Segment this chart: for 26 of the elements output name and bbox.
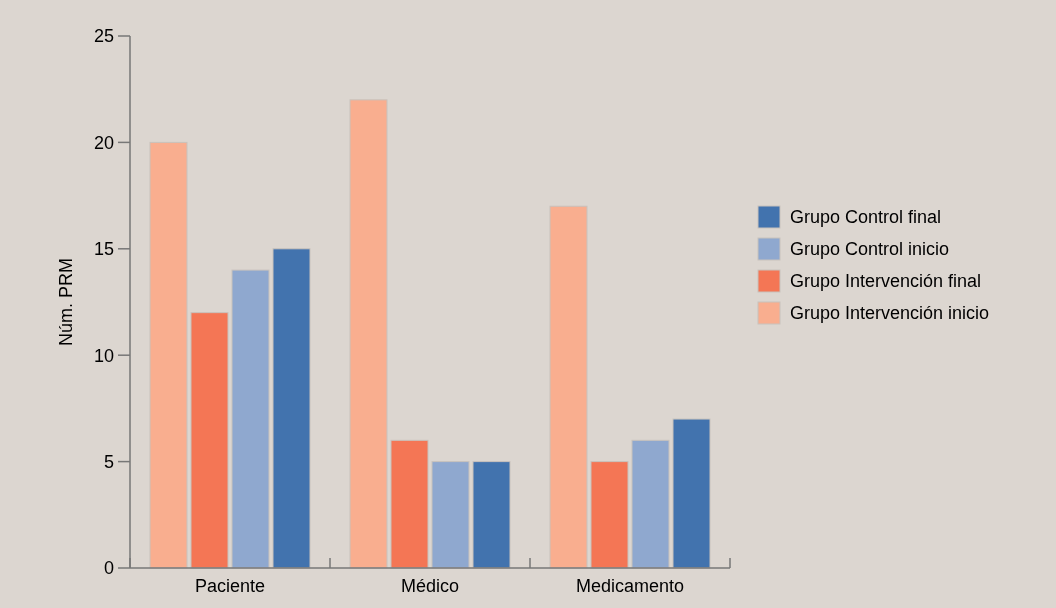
bar <box>549 205 588 569</box>
bar <box>272 248 311 569</box>
y-tick-label: 0 <box>103 558 114 579</box>
bar <box>390 439 429 569</box>
x-tick-label: Medicamento <box>575 576 685 596</box>
bar <box>431 461 470 569</box>
x-tick-label: Médico <box>400 576 460 596</box>
bar <box>631 439 670 569</box>
legend-label: Grupo Control inicio <box>790 239 950 260</box>
bar <box>472 461 511 569</box>
legend-label: Grupo Intervención inicio <box>790 303 990 324</box>
y-tick-label: 15 <box>93 239 114 260</box>
y-tick-label: 5 <box>103 451 114 472</box>
bar <box>590 461 629 569</box>
bar <box>231 269 270 569</box>
y-tick-label: 25 <box>93 26 114 47</box>
legend-label: Grupo Control final <box>790 207 942 228</box>
legend-label: Grupo Intervención final <box>790 271 982 292</box>
bar <box>349 99 388 569</box>
y-axis-title: Núm. PRM <box>56 257 76 347</box>
y-tick-label: 20 <box>93 132 114 153</box>
bar <box>149 141 188 569</box>
x-tick-label: Paciente <box>194 576 266 596</box>
bar <box>672 418 711 569</box>
bar <box>190 312 229 569</box>
y-tick-label: 10 <box>93 345 114 366</box>
